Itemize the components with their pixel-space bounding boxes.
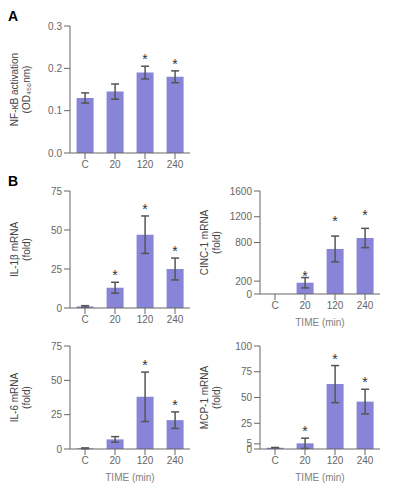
svg-text:*: * — [172, 243, 178, 259]
svg-text:*: * — [332, 351, 338, 367]
svg-text:*: * — [142, 201, 148, 217]
svg-text:IL-1β mRNA(fold): IL-1β mRNA(fold) — [9, 222, 32, 278]
svg-text:C: C — [271, 300, 278, 311]
svg-text:240: 240 — [167, 159, 184, 170]
svg-text:CINC-1 mRNA(fold): CINC-1 mRNA(fold) — [199, 209, 222, 275]
svg-text:C: C — [81, 455, 88, 466]
svg-text:C: C — [271, 455, 278, 466]
svg-text:0.0: 0.0 — [48, 148, 62, 159]
svg-text:*: * — [302, 268, 308, 284]
svg-text:C: C — [81, 159, 88, 170]
svg-text:C: C — [81, 314, 88, 325]
svg-text:5: 5 — [246, 438, 252, 449]
svg-text:25: 25 — [51, 264, 63, 275]
svg-text:0.2: 0.2 — [48, 63, 62, 74]
svg-text:240: 240 — [357, 300, 374, 311]
svg-text:200: 200 — [235, 276, 252, 287]
svg-text:20: 20 — [109, 159, 121, 170]
svg-text:TIME (min): TIME (min) — [105, 472, 154, 483]
svg-text:*: * — [172, 397, 178, 413]
svg-text:75: 75 — [51, 341, 63, 352]
svg-text:20: 20 — [299, 455, 311, 466]
svg-text:75: 75 — [241, 366, 253, 377]
svg-text:240: 240 — [167, 314, 184, 325]
svg-text:20: 20 — [299, 300, 311, 311]
svg-text:0: 0 — [246, 289, 252, 300]
svg-text:0.3: 0.3 — [48, 21, 62, 32]
svg-text:20: 20 — [109, 314, 121, 325]
svg-text:*: * — [362, 207, 368, 223]
svg-text:IL-6 mRNA(fold): IL-6 mRNA(fold) — [9, 372, 32, 422]
svg-text:50: 50 — [51, 225, 63, 236]
svg-text:1200: 1200 — [230, 211, 253, 222]
svg-text:100: 100 — [235, 341, 252, 352]
svg-text:*: * — [142, 51, 148, 67]
svg-text:*: * — [302, 423, 308, 439]
svg-text:120: 120 — [137, 159, 154, 170]
svg-text:TIME (min): TIME (min) — [295, 472, 344, 483]
svg-text:120: 120 — [137, 314, 154, 325]
svg-text:1600: 1600 — [230, 186, 253, 197]
svg-text:240: 240 — [357, 455, 374, 466]
svg-text:50: 50 — [241, 392, 253, 403]
html-text:B: B — [8, 173, 19, 189]
svg-text:0: 0 — [56, 444, 62, 455]
svg-text:120: 120 — [137, 455, 154, 466]
svg-text:*: * — [332, 213, 338, 229]
svg-text:120: 120 — [327, 300, 344, 311]
svg-text:NF-κB activation(OD₄₅₀nm): NF-κB activation(OD₄₅₀nm) — [9, 53, 32, 126]
svg-text:*: * — [142, 357, 148, 373]
svg-text:25: 25 — [51, 409, 63, 420]
svg-text:MCP-1 mRNA(fold): MCP-1 mRNA(fold) — [199, 366, 222, 430]
svg-text:0.1: 0.1 — [48, 105, 62, 116]
svg-text:0: 0 — [56, 303, 62, 314]
svg-text:TIME (min): TIME (min) — [295, 317, 344, 328]
svg-text:*: * — [172, 56, 178, 72]
html-text:A: A — [8, 8, 19, 24]
svg-text:*: * — [362, 374, 368, 390]
svg-text:240: 240 — [167, 455, 184, 466]
svg-text:75: 75 — [51, 186, 63, 197]
svg-text:20: 20 — [109, 455, 121, 466]
svg-text:25: 25 — [241, 418, 253, 429]
svg-text:*: * — [112, 267, 118, 283]
svg-text:120: 120 — [327, 455, 344, 466]
svg-text:50: 50 — [51, 375, 63, 386]
svg-text:800: 800 — [235, 237, 252, 248]
